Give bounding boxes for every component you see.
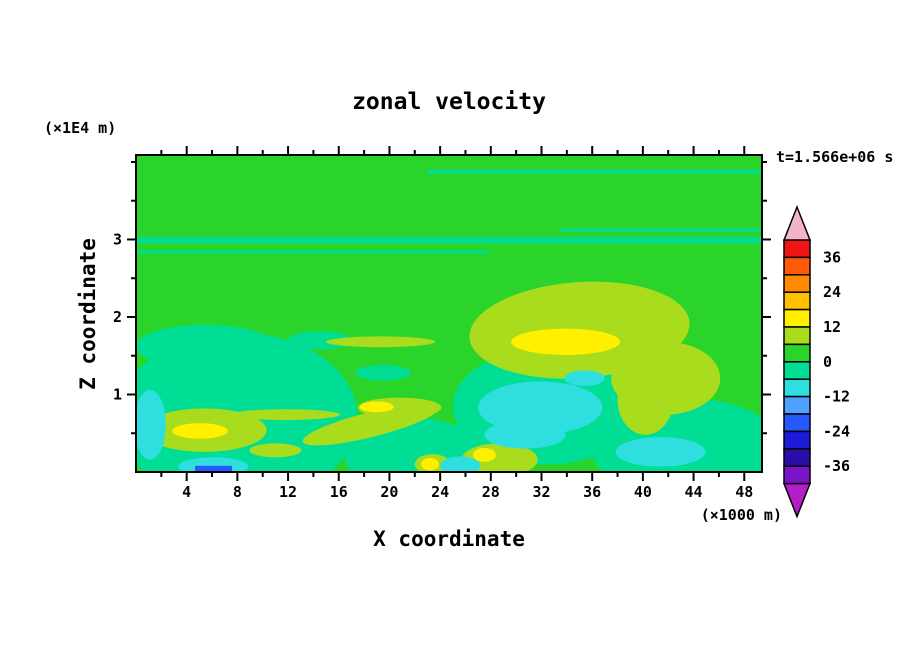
colorbar-segment (783, 291, 811, 311)
colorbar-tick-label: -12 (823, 388, 850, 406)
contour-region (172, 423, 228, 439)
y-tick-label: 3 (113, 230, 122, 248)
contour-region (617, 365, 674, 435)
colorbar-segment (783, 361, 811, 380)
colorbar-under-arrow (782, 482, 812, 519)
y-tick-label: 2 (113, 308, 122, 326)
colorbar-tick-label: -36 (823, 457, 850, 475)
contour-region (511, 328, 621, 355)
contour-region (440, 456, 481, 472)
x-axis-unit-label: (×1000 m) (700, 506, 782, 524)
contour-region (136, 250, 490, 254)
colorbar-segment (783, 378, 811, 398)
contour-region (355, 365, 411, 381)
contour-region (136, 237, 762, 244)
colorbar-segment (783, 448, 811, 467)
contour-region (359, 401, 394, 413)
x-tick-label: 48 (735, 483, 753, 501)
contour-region (421, 458, 439, 471)
colorbar-segment (783, 239, 811, 259)
colorbar-segment (783, 326, 811, 346)
x-tick-label: 44 (685, 483, 703, 501)
colorbar-tick-label: 24 (823, 283, 841, 301)
contour-region (136, 324, 276, 369)
contour-region (615, 437, 706, 467)
x-tick-label: 20 (380, 483, 398, 501)
y-axis-title: Z coordinate (76, 238, 100, 390)
colorbar-segment (783, 256, 811, 276)
contour-region (484, 420, 566, 449)
colorbar-segment (783, 274, 811, 293)
contour-field (136, 155, 762, 472)
colorbar-segment (783, 413, 811, 433)
contour-region (564, 370, 605, 386)
x-tick-label: 8 (233, 483, 242, 501)
x-tick-label: 24 (431, 483, 449, 501)
colorbar-over-arrow (782, 204, 812, 241)
x-axis-title: X coordinate (373, 527, 525, 551)
contour-region (478, 381, 603, 435)
colorbar-segment (783, 430, 811, 450)
y-axis-unit-label: (×1E4 m) (44, 119, 117, 137)
contour-region (195, 465, 233, 472)
colorbar-tick-label: 0 (823, 353, 832, 371)
contour-region (326, 336, 436, 348)
x-tick-label: 32 (532, 483, 550, 501)
contour-region (231, 409, 341, 421)
colorbar-tick-label: -24 (823, 422, 850, 440)
contour-region (427, 169, 762, 174)
y-tick-label: 1 (113, 385, 122, 403)
contour-region (560, 228, 762, 232)
colorbar-tick-label: 36 (823, 248, 841, 266)
colorbar-segment (783, 308, 811, 328)
x-tick-label: 36 (583, 483, 601, 501)
colorbar-segment (783, 395, 811, 415)
colorbar-segment (783, 465, 811, 485)
x-tick-label: 16 (330, 483, 348, 501)
x-tick-label: 4 (182, 483, 191, 501)
time-annotation: t=1.566e+06 s (776, 148, 894, 166)
colorbar-segment (783, 343, 811, 363)
contour-region (136, 389, 166, 460)
x-tick-label: 28 (482, 483, 500, 501)
contour-region (473, 447, 496, 462)
contour-region (249, 443, 302, 458)
chart-title: zonal velocity (352, 89, 546, 115)
colorbar-tick-label: 12 (823, 318, 841, 336)
x-tick-label: 12 (279, 483, 297, 501)
plot-frame (135, 154, 763, 473)
x-tick-label: 40 (634, 483, 652, 501)
contour-region (288, 330, 352, 350)
